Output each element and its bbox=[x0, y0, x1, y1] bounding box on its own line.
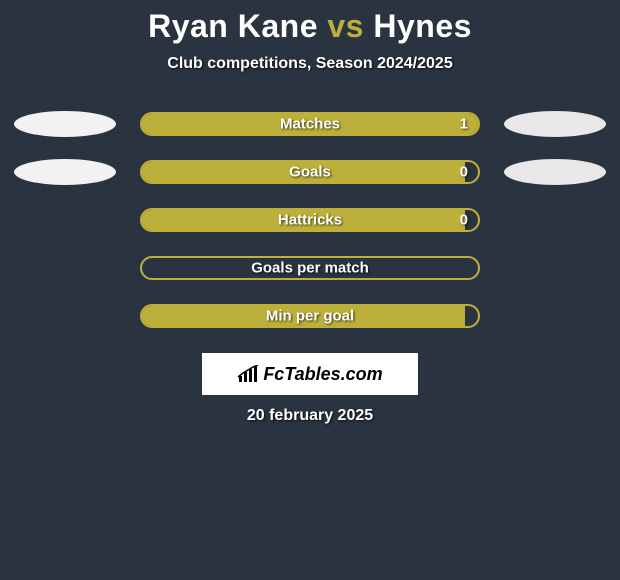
stat-row: Min per goal bbox=[0, 303, 620, 329]
stat-bar: Goals 0 bbox=[140, 160, 480, 184]
stat-rows: Matches 1 Goals 0 Hattricks 0 Goals per match M… bbox=[0, 111, 620, 329]
bar-label: Goals bbox=[289, 164, 331, 181]
date-text: 20 february 2025 bbox=[0, 407, 620, 425]
logo-chart-icon bbox=[237, 365, 259, 383]
stat-row: Matches 1 bbox=[0, 111, 620, 137]
bar-label: Min per goal bbox=[266, 308, 354, 325]
stat-bar: Goals per match bbox=[140, 256, 480, 280]
subtitle: Club competitions, Season 2024/2025 bbox=[0, 55, 620, 73]
logo-badge: FcTables.com bbox=[202, 353, 418, 395]
stat-bar: Hattricks 0 bbox=[140, 208, 480, 232]
bar-label: Hattricks bbox=[278, 212, 342, 229]
player2-name: Hynes bbox=[373, 8, 472, 44]
stat-row: Hattricks 0 bbox=[0, 207, 620, 233]
right-ellipse bbox=[504, 159, 606, 185]
player1-name: Ryan Kane bbox=[148, 8, 318, 44]
bar-value-right: 0 bbox=[460, 164, 468, 181]
bar-label: Matches bbox=[280, 116, 340, 133]
bar-value-right: 1 bbox=[460, 116, 468, 133]
stat-bar: Matches 1 bbox=[140, 112, 480, 136]
logo-text: FcTables.com bbox=[263, 364, 382, 385]
stat-row: Goals 0 bbox=[0, 159, 620, 185]
stat-bar: Min per goal bbox=[140, 304, 480, 328]
left-ellipse bbox=[14, 111, 116, 137]
bar-label: Goals per match bbox=[251, 260, 369, 277]
vs-text: vs bbox=[327, 8, 364, 44]
page-title: Ryan Kane vs Hynes bbox=[0, 8, 620, 45]
bar-value-right: 0 bbox=[460, 212, 468, 229]
left-ellipse bbox=[14, 159, 116, 185]
stat-row: Goals per match bbox=[0, 255, 620, 281]
right-ellipse bbox=[504, 111, 606, 137]
